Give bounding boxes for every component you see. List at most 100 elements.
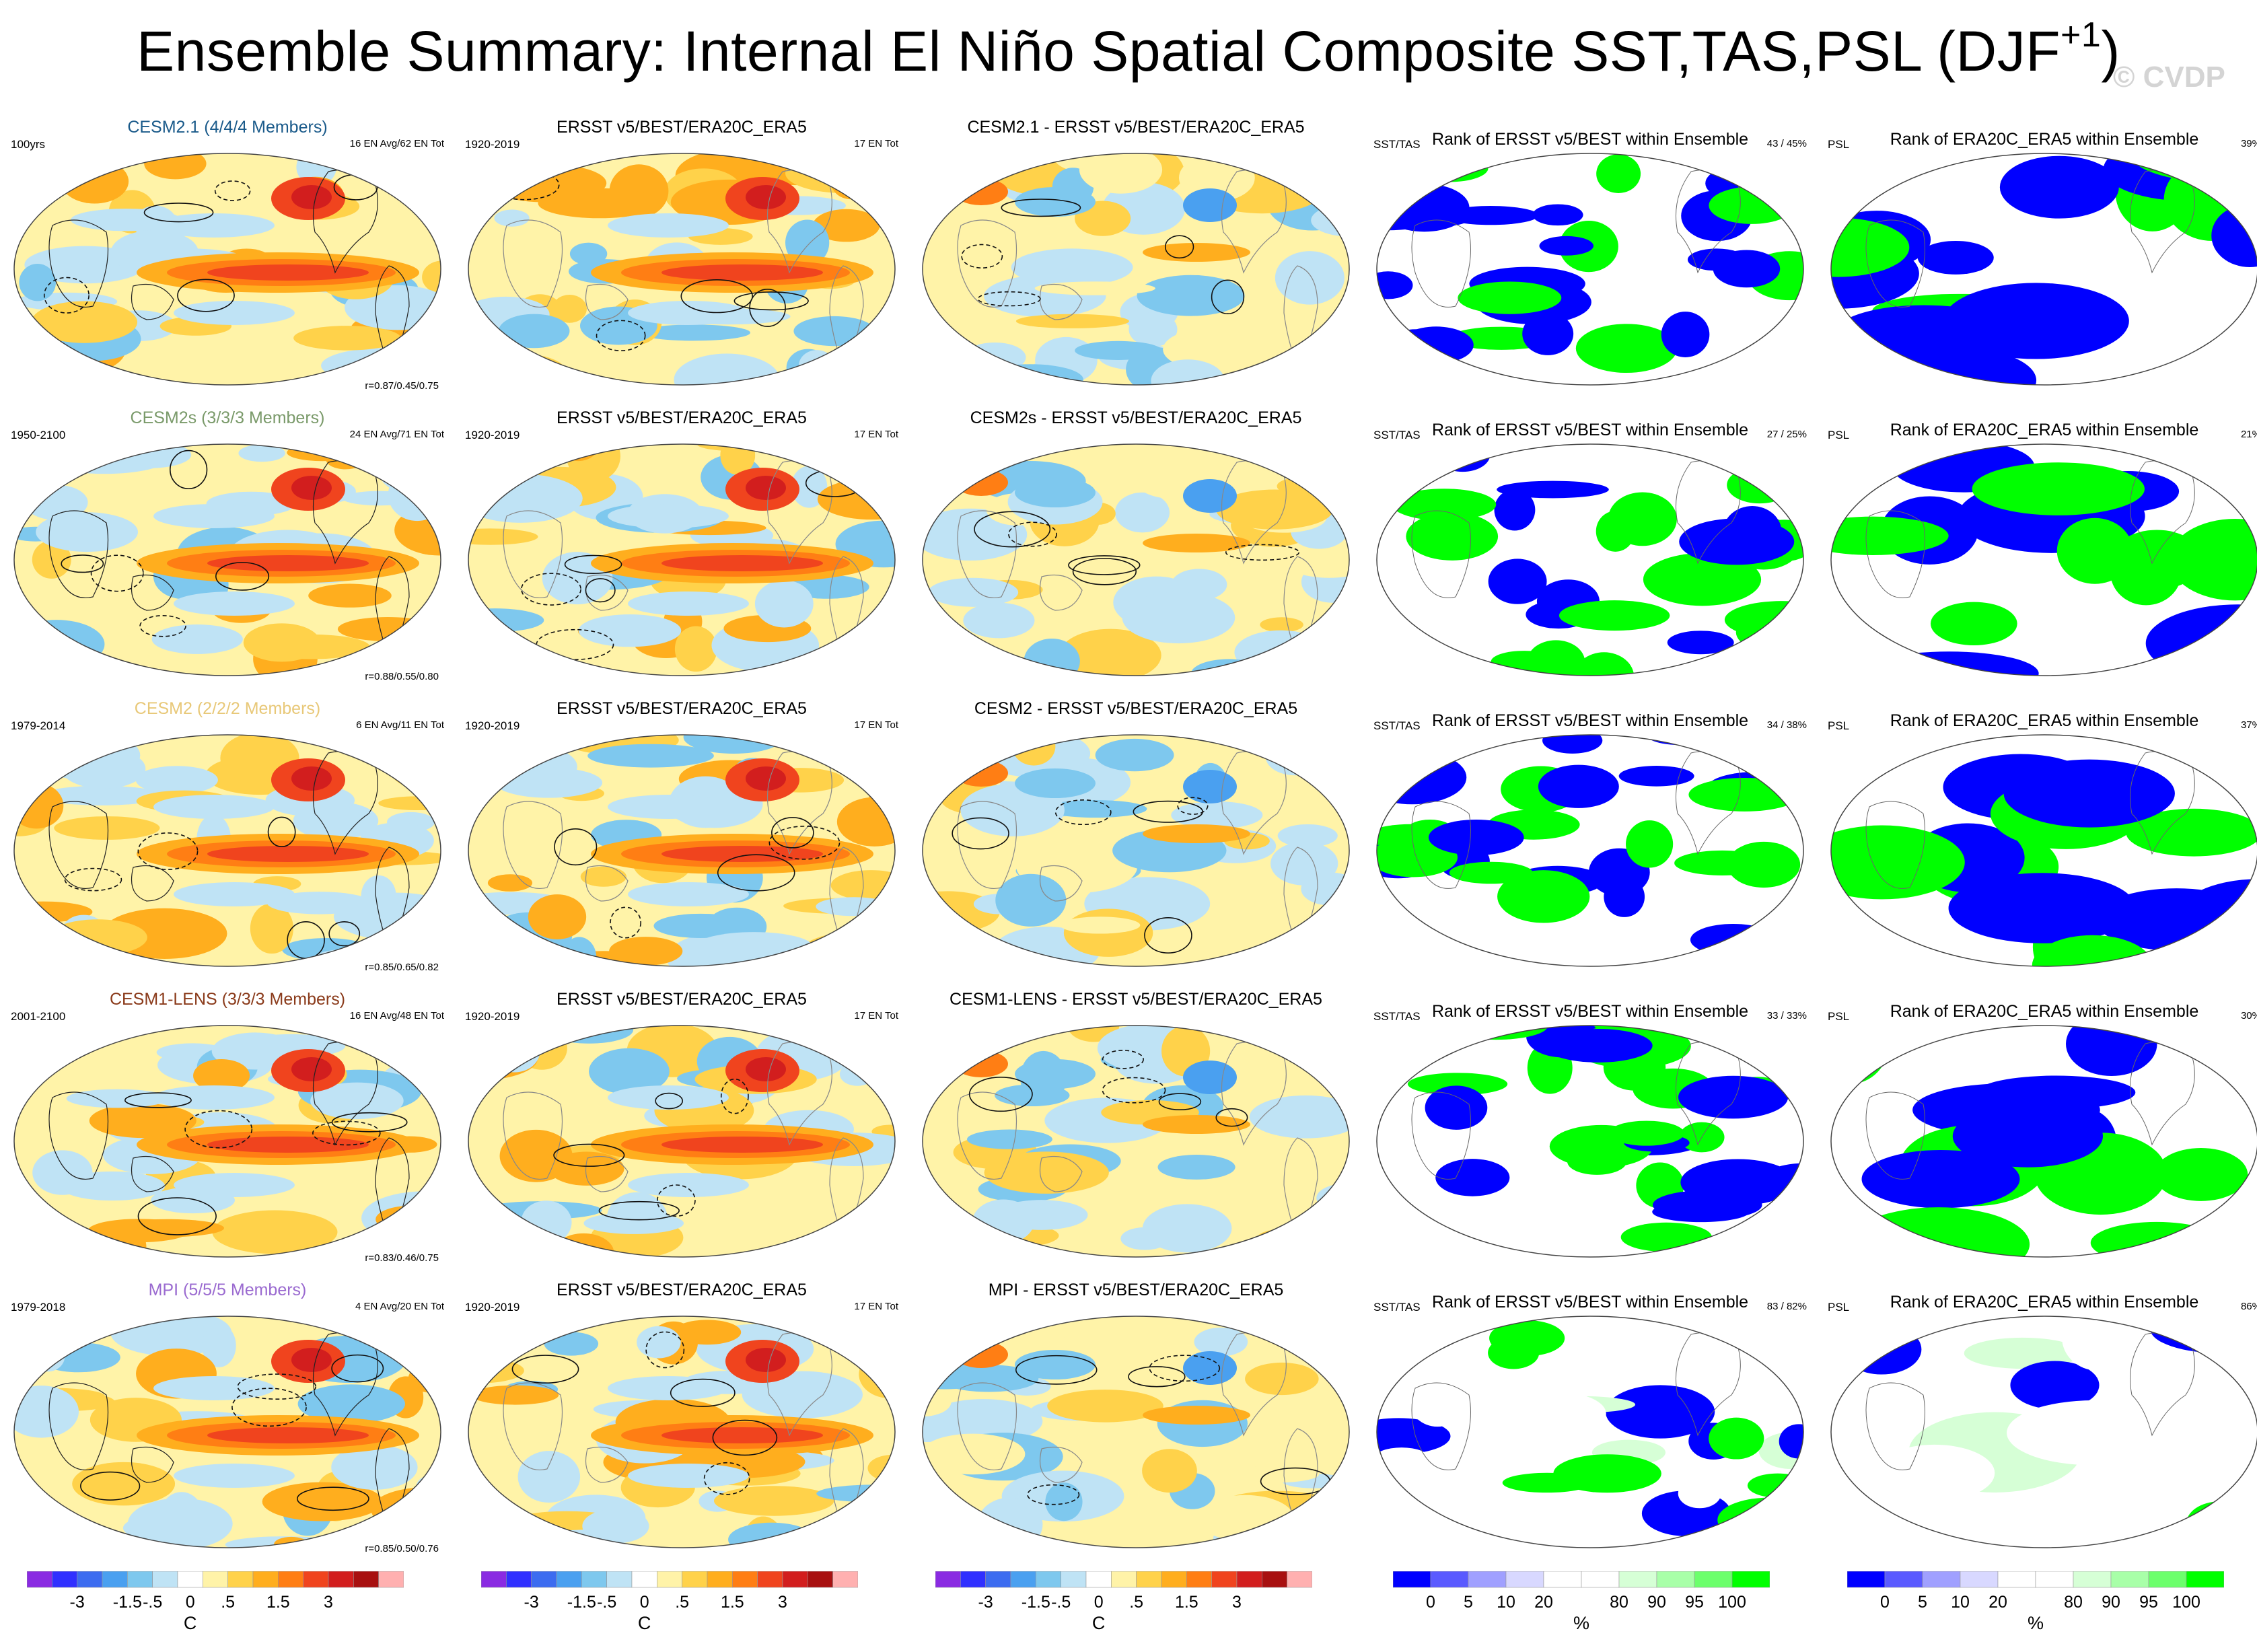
psl-contour	[1128, 1366, 1186, 1388]
panel-title: Rank of ERSST v5/BEST within Ensemble	[1431, 1293, 1749, 1312]
anomaly-patch	[361, 875, 396, 917]
globe-map	[13, 734, 441, 967]
anomaly-patch	[383, 1210, 427, 1257]
anomaly-patch	[838, 649, 878, 669]
anomaly-patch	[923, 1316, 965, 1334]
anomaly-patch	[1234, 630, 1328, 675]
map-panel-diff: CESM2s - ERSST v5/BEST/ERA20C_ERA5	[914, 408, 1358, 698]
rank-high-region	[1575, 324, 1678, 373]
anomaly-patch	[494, 209, 530, 227]
globe-outline	[1830, 1025, 2257, 1258]
psl-contour	[170, 450, 208, 490]
panel-count-label: 39%	[2240, 138, 2257, 149]
anomaly-patch	[1095, 738, 1174, 772]
colorbar-swatch	[1656, 1571, 1695, 1588]
psl-contour	[64, 867, 122, 892]
colorbar-swatch	[1287, 1571, 1312, 1588]
colorbar-tick-label: -3	[69, 1593, 85, 1612]
psl-contour	[328, 921, 361, 947]
continent-outline	[1039, 574, 1083, 611]
colorbar-swatch	[1581, 1571, 1620, 1588]
anomaly-patch	[1034, 281, 1155, 295]
psl-contour	[489, 170, 560, 201]
anomaly-patch	[862, 1522, 895, 1544]
panel-period-label: PSL	[1828, 138, 1850, 151]
anomaly-patch	[376, 1316, 441, 1338]
enso-tongue-core	[207, 846, 369, 862]
anomaly-patch	[960, 783, 1065, 836]
psl-contour	[655, 1092, 684, 1110]
colorbar-swatch	[1618, 1571, 1657, 1588]
anomaly-patch	[393, 1334, 441, 1360]
anomaly-patch	[193, 1058, 250, 1092]
map-panel-model: MPI (5/5/5 Members) 1979-2018 4 EN Avg/20 …	[5, 1281, 450, 1570]
rank-high-region	[1377, 838, 1458, 877]
rank-high-region	[1559, 600, 1670, 631]
anomaly-patch	[1281, 541, 1349, 578]
rank-low-region	[1538, 764, 1619, 808]
colorbar-tick-label: 1.5	[720, 1593, 744, 1612]
anomaly-patch	[1249, 1095, 1349, 1139]
anomaly-patch	[984, 1151, 1109, 1194]
psl-contour	[214, 180, 251, 201]
anomaly-patch	[583, 1212, 684, 1234]
psl-contour	[657, 1184, 696, 1217]
anomaly-patch	[489, 1028, 540, 1073]
anomaly-patch	[87, 1219, 190, 1243]
map-panel-rank1: Rank of ERSST v5/BEST within Ensemble SST…	[1368, 408, 1812, 698]
colorbar-swatch	[378, 1571, 404, 1588]
anomaly-patch	[297, 1384, 405, 1424]
colorbar-swatch	[2186, 1571, 2224, 1588]
colorbar-tick-label: 95	[1685, 1593, 1704, 1612]
map-panel-obs: ERSST v5/BEST/ERA20C_ERA5 1920-2019 17 EN …	[460, 408, 904, 698]
globe-outline	[922, 443, 1350, 676]
colorbar-swatch	[581, 1571, 607, 1588]
diff-cool-patch	[1015, 1350, 1096, 1379]
colorbar-tick-label: 0	[1880, 1593, 1890, 1612]
psl-contour	[137, 832, 199, 870]
panel-period-label: PSL	[1828, 719, 1850, 732]
temperature-colorbar: -3 -1.5 -.5 0 .5 1.5 3 C	[481, 1571, 858, 1652]
rank-low-region	[1779, 1424, 1803, 1459]
globe-outline	[1376, 1316, 1804, 1548]
colorbar-swatch	[707, 1571, 733, 1588]
globe-outline	[13, 734, 441, 967]
rank-high-region	[1931, 602, 2017, 645]
anomaly-patch	[1270, 841, 1338, 886]
psl-contour	[596, 320, 646, 352]
globe-map	[1830, 1316, 2257, 1548]
south-pacific-cool-band	[174, 301, 295, 325]
colorbar-tick-label: 90	[2102, 1593, 2120, 1612]
panel-correlation: r=0.87/0.45/0.75	[365, 380, 439, 392]
map-panel-rank2: Rank of ERA20C_ERA5 within Ensemble PSL 39…	[1822, 118, 2257, 407]
anomaly-patch	[1138, 931, 1223, 960]
anomaly-patch	[1011, 248, 1133, 287]
enso-tongue-core	[207, 264, 369, 281]
rank-high-region	[1408, 1373, 1466, 1427]
globe-map	[468, 1316, 896, 1548]
colorbar-swatch	[808, 1571, 833, 1588]
panel-title: Rank of ERSST v5/BEST within Ensemble	[1431, 130, 1749, 149]
colorbar-swatches	[1393, 1571, 1770, 1588]
anomaly-patch	[1308, 1335, 1349, 1353]
psl-contour	[1068, 555, 1141, 575]
anomaly-patch	[1248, 1199, 1349, 1229]
cvdp-watermark: © CVDP	[2113, 61, 2225, 94]
panel-title: CESM1-LENS - ERSST v5/BEST/ERA20C_ERA5	[950, 990, 1322, 1009]
colorbar-swatch	[1136, 1571, 1162, 1588]
colorbar-tick-label: -.5	[143, 1593, 163, 1612]
figure-title: Ensemble Summary: Internal El Niño Spati…	[137, 15, 2120, 83]
rank-high-region	[1620, 1222, 1712, 1252]
rank-low-region	[1842, 1324, 1922, 1375]
panel-count-label: 16 EN Avg/48 EN Tot	[349, 1010, 444, 1021]
colorbar-swatch	[1085, 1571, 1112, 1588]
rank-low-region	[1377, 1418, 1451, 1455]
colorbar-swatch	[506, 1571, 532, 1588]
anomaly-patch	[828, 1320, 895, 1346]
colorbar-swatch	[481, 1571, 507, 1588]
continent-outline	[503, 1091, 563, 1180]
anomaly-patch	[831, 168, 872, 200]
enso-tongue-core	[207, 1137, 369, 1153]
anomaly-patch	[212, 1210, 338, 1254]
panel-title: CESM2.1 (4/4/4 Members)	[127, 118, 328, 137]
